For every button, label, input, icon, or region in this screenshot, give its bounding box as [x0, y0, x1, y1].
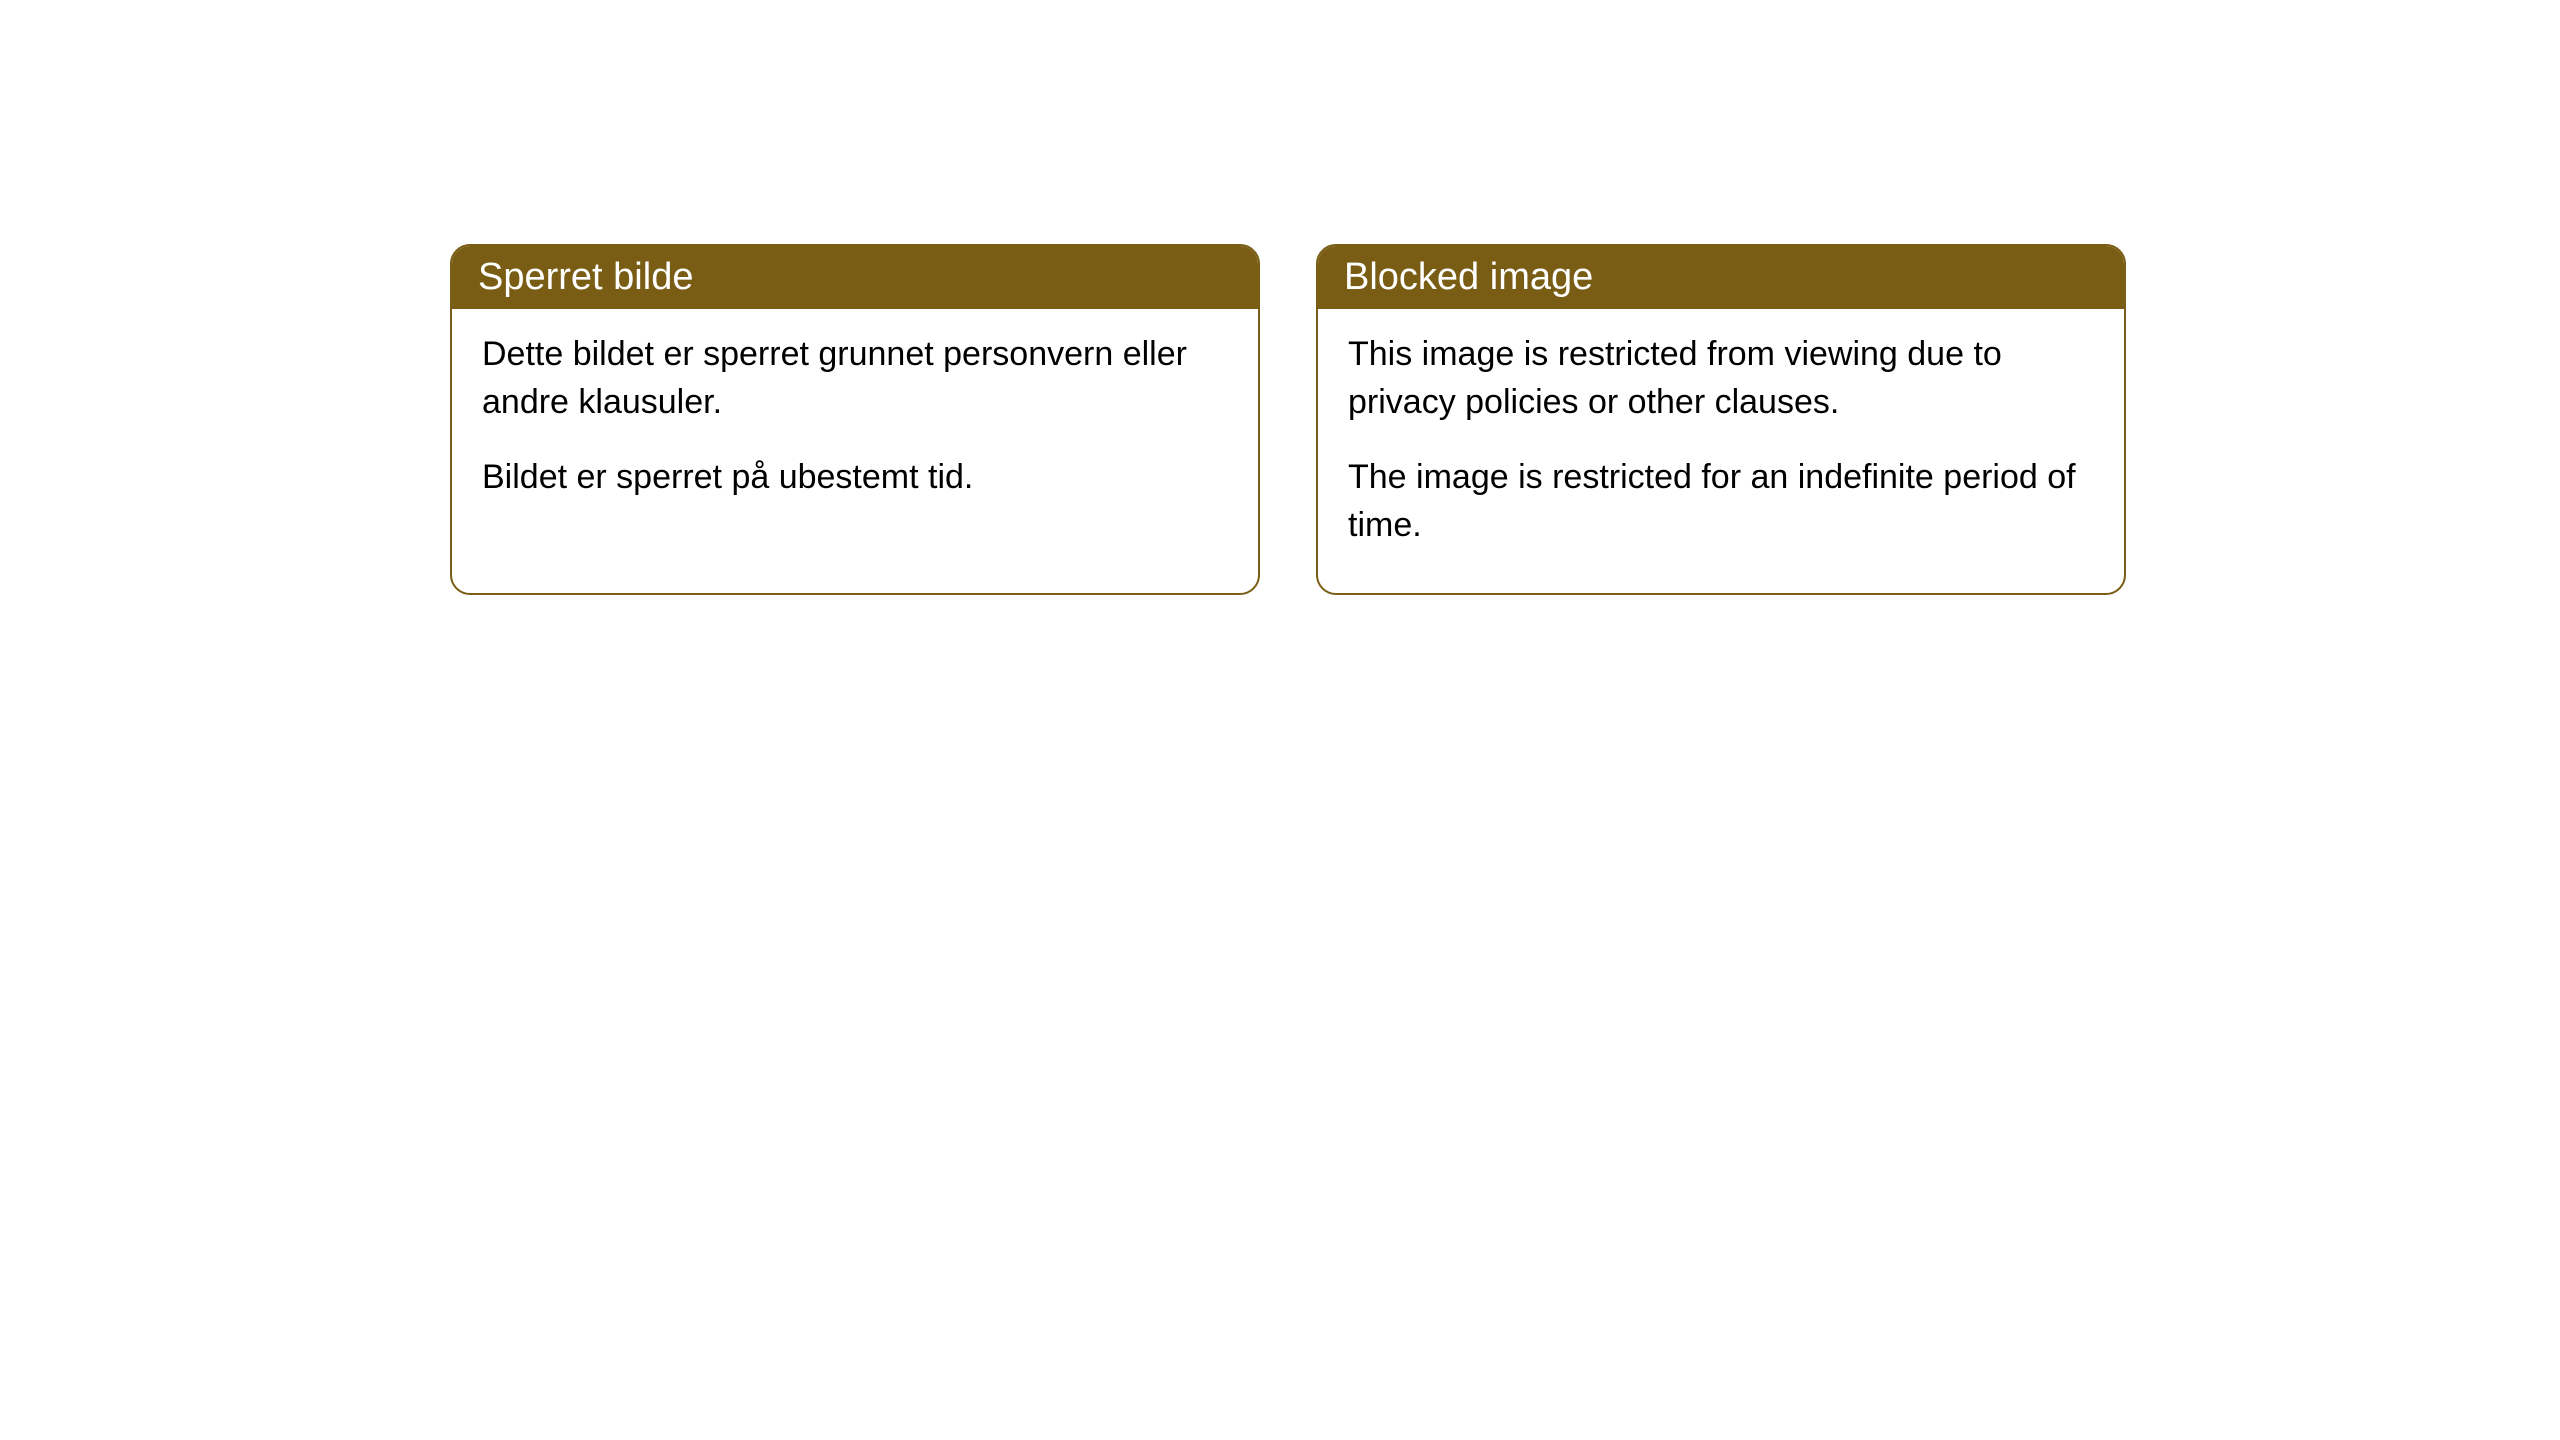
- card-header-english: Blocked image: [1318, 246, 2124, 309]
- card-body-norwegian: Dette bildet er sperret grunnet personve…: [452, 309, 1258, 546]
- blocked-image-card-english: Blocked image This image is restricted f…: [1316, 244, 2126, 595]
- card-body-english: This image is restricted from viewing du…: [1318, 309, 2124, 593]
- card-paragraph: Dette bildet er sperret grunnet personve…: [482, 331, 1228, 426]
- cards-container: Sperret bilde Dette bildet er sperret gr…: [450, 244, 2126, 595]
- card-paragraph: Bildet er sperret på ubestemt tid.: [482, 454, 1228, 502]
- card-title: Sperret bilde: [478, 256, 693, 298]
- card-title: Blocked image: [1344, 256, 1593, 298]
- card-header-norwegian: Sperret bilde: [452, 246, 1258, 309]
- card-paragraph: The image is restricted for an indefinit…: [1348, 454, 2094, 549]
- blocked-image-card-norwegian: Sperret bilde Dette bildet er sperret gr…: [450, 244, 1260, 595]
- card-paragraph: This image is restricted from viewing du…: [1348, 331, 2094, 426]
